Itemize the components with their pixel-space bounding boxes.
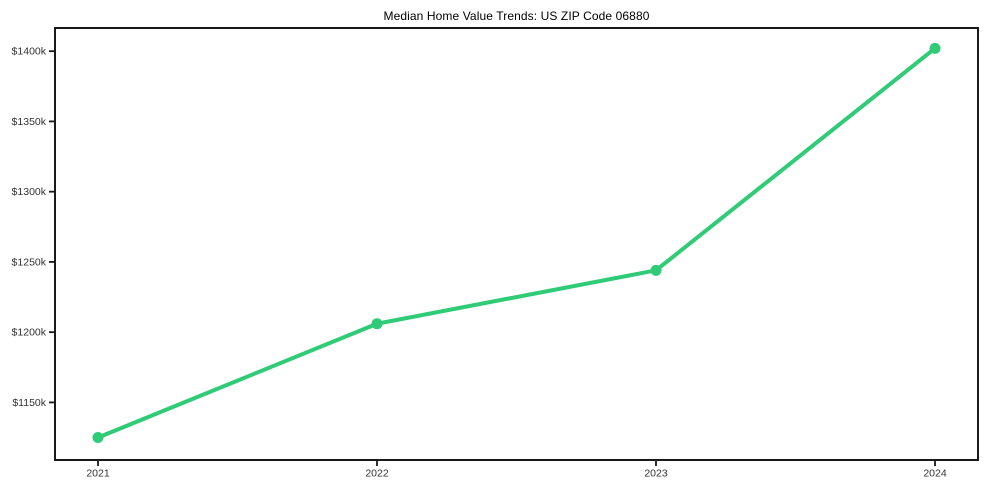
y-axis-tick-label: $1400k [12, 46, 47, 58]
x-axis-tick-label: 2022 [365, 468, 389, 480]
data-point-2021 [92, 432, 104, 444]
y-axis-tick-label: $1200k [12, 327, 47, 339]
chart-title: Median Home Value Trends: US ZIP Code 06… [383, 9, 650, 23]
x-axis-tick-label: 2024 [923, 468, 947, 480]
data-point-2022 [371, 318, 383, 330]
data-point-2023 [650, 264, 662, 276]
plot-border [54, 27, 979, 461]
data-point-2024 [929, 42, 941, 54]
y-axis-tick-label: $1350k [12, 116, 47, 128]
x-axis-tick-label: 2021 [86, 468, 110, 480]
y-axis-tick-label: $1150k [12, 397, 46, 409]
y-axis-tick-label: $1300k [12, 186, 47, 198]
data-line [96, 46, 937, 440]
y-axis-tick-label: $1250k [12, 256, 47, 268]
x-axis-tick-label: 2023 [644, 468, 668, 480]
